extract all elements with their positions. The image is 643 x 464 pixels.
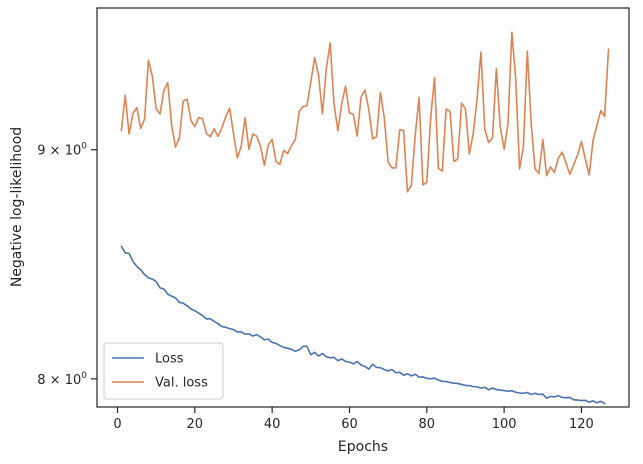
y-tick-label: 8 × 100 xyxy=(37,371,87,388)
x-tick-label: 20 xyxy=(187,417,204,432)
plot-lines xyxy=(120,31,610,405)
y-axis-label: Negative log-likelihood xyxy=(9,127,25,287)
x-tick-label: 40 xyxy=(264,417,281,432)
x-tick-label: 60 xyxy=(341,417,358,432)
x-axis-label: Epochs xyxy=(338,439,388,455)
legend-box xyxy=(103,342,224,400)
legend: Loss Val. loss xyxy=(103,342,224,400)
y-tick-label: 9 × 100 xyxy=(37,142,87,159)
legend-label-loss: Loss xyxy=(155,352,184,367)
series-line-loss xyxy=(120,245,606,405)
x-tick-label: 0 xyxy=(113,417,121,432)
plot-frame xyxy=(96,7,630,408)
y-axis: 8 × 100 9 × 100 xyxy=(37,142,97,388)
x-tick-label: 100 xyxy=(492,417,517,432)
x-tick-label: 120 xyxy=(569,417,594,432)
x-tick-label: 80 xyxy=(419,417,436,432)
legend-label-val-loss: Val. loss xyxy=(155,376,208,391)
x-axis: 0 20 40 60 80 100 120 xyxy=(113,407,594,432)
series-line-val-loss xyxy=(120,31,610,193)
